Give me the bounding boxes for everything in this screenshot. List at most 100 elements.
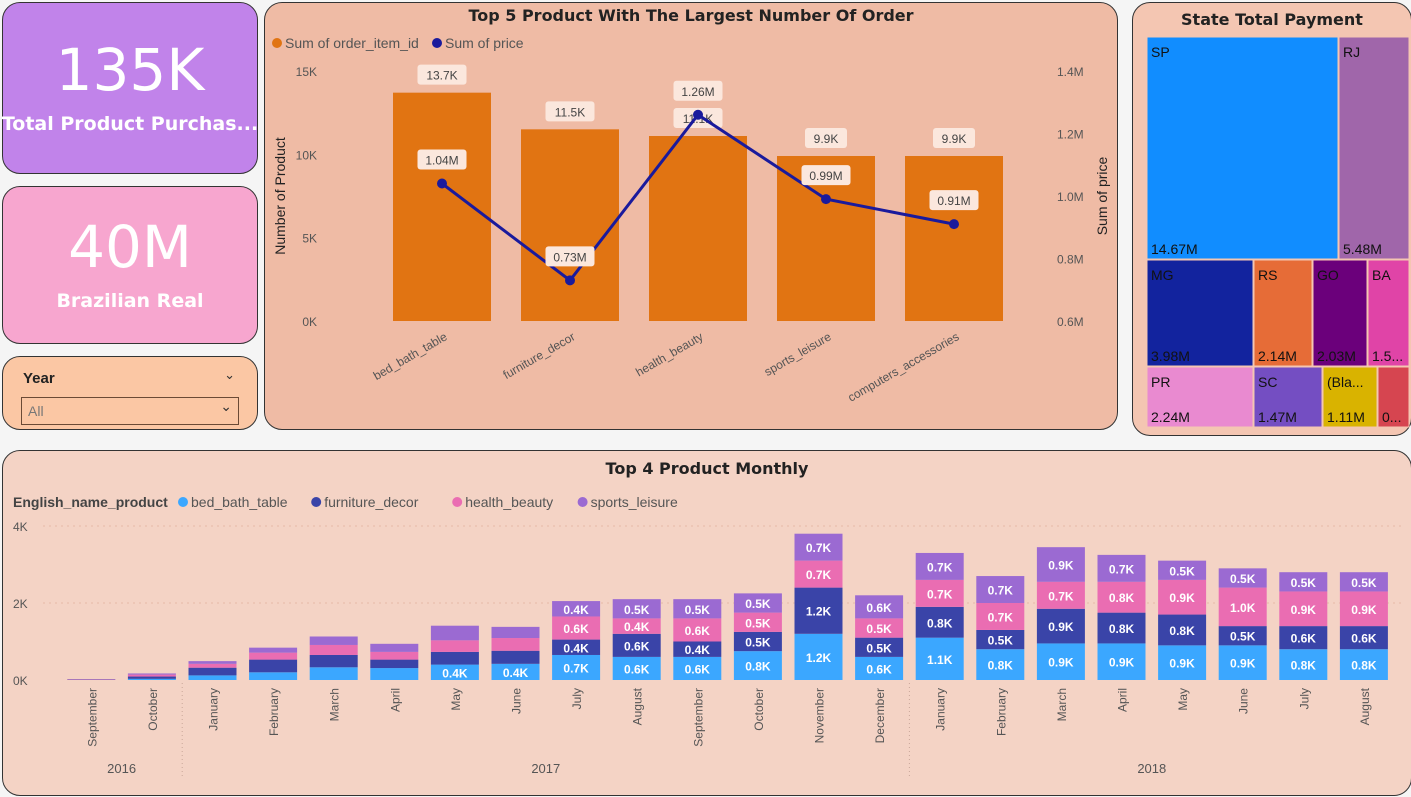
treemap-value-label: 1.11M bbox=[1327, 409, 1365, 425]
stack-value-label: 0.6K bbox=[624, 662, 650, 676]
stack-value-label: 0.5K bbox=[1351, 576, 1377, 590]
legend-marker-sports_leisure bbox=[578, 497, 588, 507]
stack-bed_bath_table[interactable] bbox=[128, 679, 176, 680]
month-label: October bbox=[752, 688, 766, 731]
legend-label-furniture_decor: furniture_decor bbox=[324, 494, 419, 510]
treemap-state-label: MG bbox=[1151, 267, 1174, 283]
stack-value-label: 0.6K bbox=[685, 624, 711, 638]
price-point[interactable] bbox=[437, 179, 447, 189]
stack-value-label: 0.8K bbox=[1109, 622, 1135, 636]
stack-health_beauty[interactable] bbox=[249, 653, 297, 660]
treemap-value-label: 1.47M bbox=[1258, 409, 1297, 425]
treemap-state-label: PR bbox=[1151, 374, 1170, 390]
kpi-total-products-card: 135K Total Product Purchas... bbox=[2, 2, 258, 174]
bar-data-label: 9.9K bbox=[942, 132, 967, 146]
stack-health_beauty[interactable] bbox=[128, 675, 176, 677]
monthly-y-tick: 0K bbox=[13, 674, 28, 688]
stack-bed_bath_table[interactable] bbox=[249, 672, 297, 680]
stack-value-label: 0.4K bbox=[503, 666, 529, 680]
stack-bed_bath_table[interactable] bbox=[189, 675, 237, 680]
stack-sports_leisure[interactable] bbox=[128, 673, 176, 674]
bar-data-label: 13.7K bbox=[426, 69, 457, 83]
stack-value-label: 0.6K bbox=[1291, 632, 1317, 646]
treemap-value-label: 5.48M bbox=[1343, 241, 1382, 257]
stack-furniture_decor[interactable] bbox=[249, 660, 297, 673]
month-label: May bbox=[449, 688, 463, 711]
stack-furniture_decor[interactable] bbox=[370, 660, 418, 668]
stack-sports_leisure[interactable] bbox=[431, 626, 479, 641]
treemap-value-label: 2.24M bbox=[1151, 409, 1190, 425]
stack-value-label: 0.9K bbox=[1291, 603, 1317, 617]
stack-value-label: 0.9K bbox=[1109, 656, 1135, 670]
bar-bed_bath_table[interactable] bbox=[393, 93, 491, 321]
legend-marker-order-items bbox=[272, 38, 282, 48]
stack-sports_leisure[interactable] bbox=[310, 636, 358, 644]
stack-furniture_decor[interactable] bbox=[431, 652, 479, 665]
stack-health_beauty[interactable] bbox=[492, 638, 540, 651]
stack-value-label: 1.2K bbox=[806, 651, 832, 665]
month-label: July bbox=[570, 688, 584, 709]
stack-value-label: 0.4K bbox=[563, 641, 589, 655]
year-slicer[interactable]: Year ⌄ All ⌄ bbox=[2, 356, 258, 430]
bar-computers_accessories[interactable] bbox=[905, 156, 1003, 321]
stack-sports_leisure[interactable] bbox=[492, 627, 540, 638]
month-label: September bbox=[85, 688, 99, 747]
stack-value-label: 0.4K bbox=[685, 643, 711, 657]
stack-furniture_decor[interactable] bbox=[492, 651, 540, 664]
month-label: April bbox=[388, 688, 402, 712]
price-point[interactable] bbox=[565, 275, 575, 285]
treemap-value-label: 2.03M bbox=[1317, 348, 1356, 364]
left-axis-tick: 10K bbox=[296, 148, 317, 162]
stack-value-label: 0.5K bbox=[685, 603, 711, 617]
stack-sports_leisure[interactable] bbox=[370, 644, 418, 652]
bar-data-label: 9.9K bbox=[814, 132, 839, 146]
stack-furniture_decor[interactable] bbox=[310, 655, 358, 667]
month-label: November bbox=[813, 688, 827, 743]
chevron-down-icon[interactable]: ⌄ bbox=[224, 367, 235, 383]
stack-bed_bath_table[interactable] bbox=[310, 667, 358, 680]
month-label: December bbox=[873, 688, 887, 743]
stack-value-label: 0.9K bbox=[1230, 657, 1256, 671]
dropdown-chevron-icon: ⌄ bbox=[220, 398, 232, 415]
treemap-state-label: SP bbox=[1151, 44, 1170, 60]
line-data-label: 0.99M bbox=[809, 169, 842, 183]
legend-label-sports_leisure: sports_leisure bbox=[591, 494, 678, 510]
stack-value-label: 0.9K bbox=[1169, 591, 1195, 605]
price-point[interactable] bbox=[693, 110, 703, 120]
stack-health_beauty[interactable] bbox=[189, 664, 237, 668]
bar-health_beauty[interactable] bbox=[649, 136, 747, 321]
stack-bed_bath_table[interactable] bbox=[370, 668, 418, 680]
year-dropdown-value: All bbox=[28, 403, 44, 419]
stack-health_beauty[interactable] bbox=[370, 652, 418, 660]
legend-marker-furniture_decor bbox=[311, 497, 321, 507]
stack-value-label: 0.7K bbox=[1048, 589, 1074, 603]
stack-furniture_decor[interactable] bbox=[128, 677, 176, 679]
stack-sports_leisure[interactable] bbox=[189, 661, 237, 664]
treemap-cell[interactable] bbox=[1147, 37, 1338, 259]
category-label: bed_bath_table bbox=[371, 329, 450, 383]
stack-furniture_decor[interactable] bbox=[189, 668, 237, 676]
treemap-value-label: 0... bbox=[1382, 409, 1401, 425]
kpi-revenue-label: Brazilian Real bbox=[56, 290, 203, 312]
price-point[interactable] bbox=[821, 194, 831, 204]
bar-furniture_decor[interactable] bbox=[521, 129, 619, 321]
price-point[interactable] bbox=[949, 219, 959, 229]
category-label: sports_leisure bbox=[762, 329, 834, 379]
left-axis-tick: 0K bbox=[302, 315, 317, 329]
stack-value-label: 0.6K bbox=[624, 639, 650, 653]
year-slicer-title: Year bbox=[23, 370, 55, 387]
month-label: March bbox=[1055, 688, 1069, 721]
stack-health_beauty[interactable] bbox=[310, 645, 358, 655]
stack-value-label: 0.7K bbox=[563, 661, 589, 675]
treemap-cell[interactable] bbox=[1339, 37, 1409, 259]
stack-health_beauty[interactable] bbox=[431, 640, 479, 652]
year-label: 2018 bbox=[1137, 761, 1166, 776]
year-dropdown[interactable]: All ⌄ bbox=[21, 397, 239, 425]
month-label: April bbox=[1116, 688, 1130, 712]
left-axis-tick: 5K bbox=[302, 232, 317, 246]
stack-sports_leisure[interactable] bbox=[249, 648, 297, 653]
bar-data-label: 11.5K bbox=[555, 105, 585, 119]
treemap-state-label: GO bbox=[1317, 267, 1339, 283]
year-label: 2016 bbox=[107, 761, 136, 776]
